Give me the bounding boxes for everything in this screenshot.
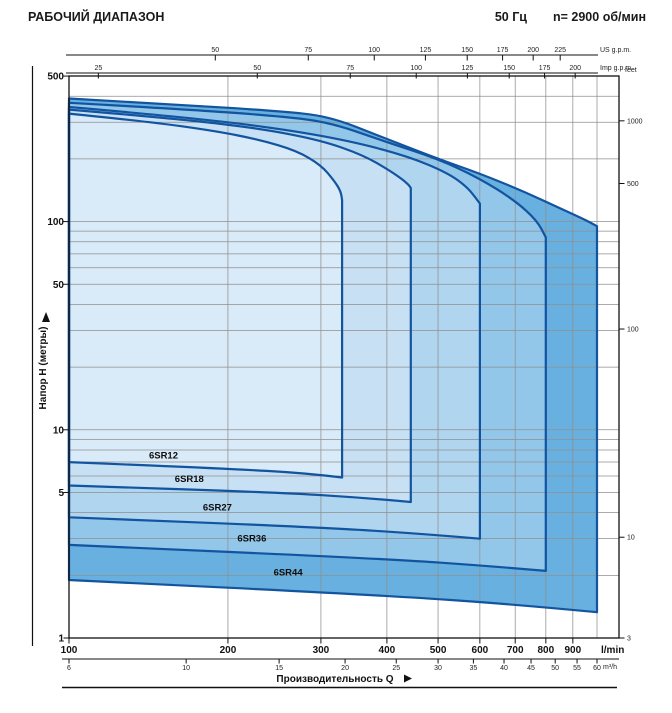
m3h-tick-label: 55 [573, 665, 581, 672]
plot-area: 6SR126SR186SR276SR366SR44500100501051100… [47, 47, 642, 672]
m3h-tick-label: 6 [67, 665, 71, 672]
imp-gpm-tick-label: 200 [569, 65, 581, 72]
series-outline-6SR18 [67, 108, 412, 504]
imp-gpm-unit-label: Imp g.p.m. [600, 65, 633, 72]
m3h-tick-label: 25 [392, 665, 400, 672]
y-tick-label: 5 [58, 488, 64, 499]
lmin-tick-label: 200 [220, 645, 237, 656]
series-outline-6SR27 [67, 105, 481, 540]
y-axis-title: Напор H (метры) [38, 327, 49, 410]
m3h-tick-label: 45 [527, 665, 535, 672]
speed-label: n= 2900 об/мин [553, 10, 646, 24]
feet-unit-label: feet [625, 67, 637, 74]
m3h-tick-label: 20 [341, 665, 349, 672]
series-label-6SR12: 6SR12 [149, 450, 178, 461]
x-axis-title: Производительность Q [276, 674, 393, 685]
m3h-tick-label: 40 [500, 665, 508, 672]
lmin-tick-label: 500 [430, 645, 447, 656]
us-gpm-tick-label: 50 [211, 47, 219, 54]
imp-gpm-tick-label: 100 [410, 65, 422, 72]
feet-tick-label: 1000 [627, 118, 643, 125]
series-label-6SR27: 6SR27 [203, 502, 232, 513]
right-arrow-icon [404, 674, 412, 683]
imp-gpm-tick-label: 125 [462, 65, 474, 72]
lmin-tick-label: 600 [472, 645, 489, 656]
imp-gpm-tick-label: 50 [253, 65, 261, 72]
feet-tick-label: 100 [627, 327, 639, 334]
lmin-unit-label: l/min [601, 645, 624, 656]
us-gpm-tick-label: 125 [420, 47, 432, 54]
lmin-tick-label: 700 [507, 645, 524, 656]
y-tick-label: 500 [47, 72, 64, 83]
series-outline-6SR12 [67, 112, 344, 479]
m3h-tick-label: 15 [275, 665, 283, 672]
lmin-tick-label: 900 [564, 645, 581, 656]
imp-gpm-tick-label: 75 [346, 65, 354, 72]
us-gpm-unit-label: US g.p.m. [600, 47, 631, 54]
page-title: РАБОЧИЙ ДИАПАЗОН [28, 9, 164, 24]
feet-tick-label: 10 [627, 535, 635, 542]
series-area-6SR12 [69, 113, 343, 478]
us-gpm-tick-label: 175 [497, 47, 509, 54]
us-gpm-tick-label: 150 [461, 47, 473, 54]
lmin-tick-label: 100 [61, 645, 78, 656]
m3h-tick-label: 30 [434, 665, 442, 672]
y-tick-label: 10 [53, 425, 65, 436]
m3h-tick-label: 10 [182, 665, 190, 672]
m3h-unit-label: m³/h [603, 664, 617, 671]
series-outline-6SR36 [67, 101, 547, 572]
m3h-tick-label: 60 [593, 665, 601, 672]
y-tick-label: 1 [58, 634, 64, 645]
y-tick-label: 100 [47, 217, 64, 228]
plot-frame [68, 75, 620, 639]
imp-gpm-tick-label: 150 [503, 65, 515, 72]
m3h-tick-label: 50 [551, 665, 559, 672]
series-label-6SR36: 6SR36 [237, 534, 266, 545]
series-label-6SR44: 6SR44 [274, 567, 304, 578]
feet-tick-label: 500 [627, 181, 639, 188]
series-label-6SR18: 6SR18 [175, 474, 204, 485]
frequency-label: 50 Гц [495, 10, 527, 24]
up-arrow-icon [42, 312, 50, 322]
us-gpm-tick-label: 200 [527, 47, 539, 54]
series-outline-6SR44 [67, 97, 599, 614]
imp-gpm-tick-label: 25 [94, 65, 102, 72]
y-tick-label: 50 [53, 280, 65, 291]
us-gpm-tick-label: 225 [554, 47, 566, 54]
lmin-tick-label: 800 [537, 645, 554, 656]
feet-tick-label: 3 [627, 636, 631, 643]
us-gpm-tick-label: 75 [304, 47, 312, 54]
m3h-tick-label: 35 [470, 665, 478, 672]
lmin-tick-label: 300 [313, 645, 330, 656]
lmin-tick-label: 400 [379, 645, 396, 656]
imp-gpm-tick-label: 175 [539, 65, 551, 72]
us-gpm-tick-label: 100 [368, 47, 380, 54]
